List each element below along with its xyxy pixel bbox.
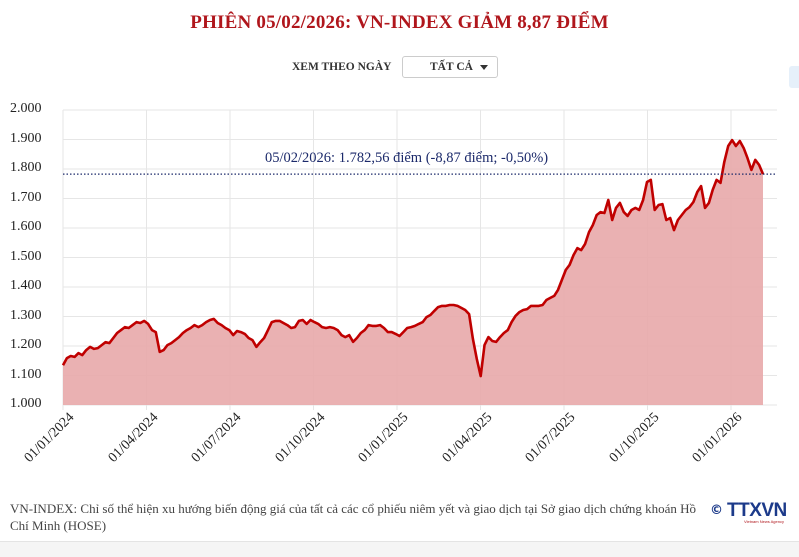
- filter-label: XEM THEO NGÀY: [292, 61, 392, 73]
- logo-subtext: Vietnam News Agency: [744, 519, 784, 524]
- y-tick-label: 1.500: [10, 248, 42, 264]
- y-tick-label: 1.400: [10, 278, 42, 293]
- y-tick-label: 1.200: [10, 337, 42, 352]
- caret-down-icon: [480, 65, 488, 70]
- ttxvn-logo: TTXVN: [727, 500, 787, 521]
- date-filter: XEM THEO NGÀY TẤT CẢ: [0, 55, 799, 81]
- date-range-dropdown[interactable]: TẤT CẢ: [402, 56, 498, 78]
- side-panel-button[interactable]: [789, 66, 799, 88]
- y-tick-label: 1.700: [10, 189, 42, 205]
- y-tick-label: 1.000: [10, 396, 42, 411]
- y-tick-label: 1.600: [10, 219, 42, 234]
- y-tick-label: 2.000: [10, 101, 42, 116]
- y-tick-label: 1.100: [10, 366, 42, 382]
- y-tick-label: 1.800: [10, 160, 42, 175]
- bottom-divider: [0, 541, 799, 557]
- y-tick-label: 1.300: [10, 307, 42, 323]
- y-tick-label: 1.900: [10, 130, 42, 146]
- last-value-annotation: 05/02/2026: 1.782,56 điểm (-8,87 điểm; -…: [265, 150, 549, 166]
- footer-description: VN-INDEX: Chỉ số thể hiện xu hướng biến …: [10, 501, 696, 533]
- area-fill: [63, 140, 763, 405]
- copyright-icon: ©: [710, 503, 723, 518]
- dropdown-selected-value: TẤT CẢ: [430, 61, 473, 73]
- data-line[interactable]: [61, 138, 765, 378]
- vn-index-chart: [61, 109, 777, 410]
- chart-title: PHIÊN 05/02/2026: VN-INDEX GIẢM 8,87 ĐIỂ…: [190, 12, 609, 33]
